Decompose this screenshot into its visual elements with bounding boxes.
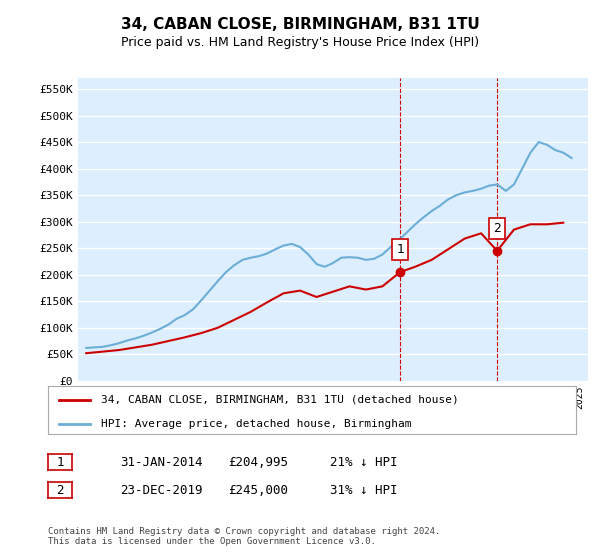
- Text: 1: 1: [396, 243, 404, 256]
- Text: HPI: Average price, detached house, Birmingham: HPI: Average price, detached house, Birm…: [101, 418, 412, 428]
- Text: 31-JAN-2014: 31-JAN-2014: [120, 455, 203, 469]
- Text: £245,000: £245,000: [228, 483, 288, 497]
- Text: 23-DEC-2019: 23-DEC-2019: [120, 483, 203, 497]
- Text: Price paid vs. HM Land Registry's House Price Index (HPI): Price paid vs. HM Land Registry's House …: [121, 36, 479, 49]
- Text: 31% ↓ HPI: 31% ↓ HPI: [330, 483, 398, 497]
- Text: 1: 1: [56, 455, 64, 469]
- Text: Contains HM Land Registry data © Crown copyright and database right 2024.
This d: Contains HM Land Registry data © Crown c…: [48, 526, 440, 546]
- Text: 21% ↓ HPI: 21% ↓ HPI: [330, 455, 398, 469]
- Text: 34, CABAN CLOSE, BIRMINGHAM, B31 1TU: 34, CABAN CLOSE, BIRMINGHAM, B31 1TU: [121, 17, 479, 32]
- Text: 34, CABAN CLOSE, BIRMINGHAM, B31 1TU (detached house): 34, CABAN CLOSE, BIRMINGHAM, B31 1TU (de…: [101, 395, 458, 405]
- Text: 2: 2: [493, 222, 501, 235]
- Text: 2: 2: [56, 483, 64, 497]
- Text: £204,995: £204,995: [228, 455, 288, 469]
